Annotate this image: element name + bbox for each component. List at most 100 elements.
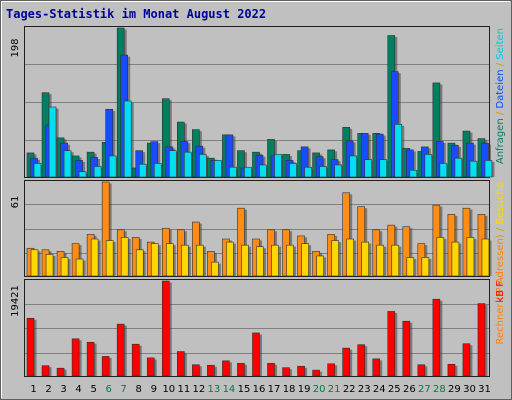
- day-axis: 1 2 3 4 5 6 7 8 9 10 11 12 13 14 15 16 17 18 19 20 21 22 23 24 2…: [30, 384, 491, 395]
- day-label-26: 26: [403, 384, 416, 395]
- bar-seiten-day-3: [63, 150, 72, 178]
- day-label-23: 23: [358, 384, 371, 395]
- bar-besuche-day-8: [135, 249, 144, 277]
- day-label-14: 14: [223, 384, 236, 395]
- bar-rechner-ip-adressen--day-23: [357, 206, 366, 277]
- bar-kb-f-day-8: [131, 343, 140, 377]
- y-max-label: 61: [10, 196, 21, 209]
- bar-kb-f-day-31: [477, 303, 486, 377]
- bar-seiten-day-31: [484, 160, 493, 178]
- bar-besuche-day-21: [331, 240, 339, 277]
- bar-kb-f-day-22: [342, 347, 350, 377]
- bar-kb-f-day-14: [222, 360, 230, 377]
- bar-kb-f-day-9: [146, 357, 155, 377]
- bar-seiten-day-18: [289, 163, 297, 178]
- bar-seiten-day-25: [394, 124, 403, 178]
- bar-seiten-day-30: [469, 160, 478, 178]
- bar-kb-f-day-3: [56, 367, 65, 377]
- chart-panels: 198 Anfragen / Dateien / Seiten 61 Rechner …: [10, 26, 506, 377]
- bar-besuche-day-9: [150, 243, 159, 277]
- bar-seiten-day-9: [153, 163, 162, 178]
- bar-besuche-day-15: [241, 244, 249, 277]
- bar-besuche-day-13: [211, 261, 219, 277]
- bar-besuche-day-27: [421, 257, 430, 277]
- legend-part: /: [495, 225, 506, 235]
- bar-kb-f-day-27: [417, 364, 426, 377]
- day-label-3: 3: [60, 384, 66, 395]
- bar-besuche-day-16: [256, 246, 264, 277]
- bar-seiten-day-14: [229, 166, 237, 178]
- bar-kb-f-day-26: [402, 320, 411, 377]
- day-label-6: 6: [105, 384, 111, 395]
- day-label-22: 22: [343, 384, 356, 395]
- bar-seiten-day-8: [138, 163, 147, 178]
- bar-seiten-day-12: [199, 154, 207, 178]
- bar-besuche-day-11: [181, 244, 189, 277]
- bar-besuche-day-5: [90, 238, 99, 277]
- bar-rechner-ip-adressen--day-26: [402, 226, 411, 277]
- panel-1: 198 Anfragen / Dateien / Seiten: [10, 26, 506, 178]
- day-label-13: 13: [208, 384, 221, 395]
- bar-kb-f-day-21: [327, 363, 335, 377]
- bar-kb-f-day-25: [387, 311, 396, 377]
- bar-kb-f-day-2: [41, 365, 50, 377]
- bar-seiten-day-11: [184, 151, 192, 178]
- bar-seiten-day-13: [214, 160, 222, 178]
- legend-part: Rechner (IP-Adressen): [495, 234, 506, 344]
- bar-kb-f-day-4: [71, 338, 80, 377]
- day-label-27: 27: [418, 384, 431, 395]
- bar-kb-f-day-15: [237, 362, 245, 377]
- bar-besuche-day-20: [316, 255, 324, 277]
- bar-besuche-day-30: [466, 237, 475, 277]
- day-label-11: 11: [177, 384, 190, 395]
- bar-seiten-day-19: [304, 166, 312, 178]
- bar-seiten-day-10: [168, 150, 177, 178]
- bar-kb-f-day-7: [116, 323, 125, 377]
- legend-part: Seiten: [495, 28, 506, 60]
- bar-kb-f-day-1: [26, 317, 35, 377]
- bar-kb-f-day-30: [462, 343, 471, 377]
- bar-seiten-day-20: [319, 166, 327, 178]
- bar-seiten-day-7: [123, 100, 132, 178]
- bar-kb-f-day-18: [282, 367, 290, 377]
- bar-kb-f-day-13: [207, 364, 215, 377]
- day-label-19: 19: [298, 384, 311, 395]
- bar-besuche-day-4: [75, 258, 84, 277]
- bar-besuche-day-18: [286, 244, 294, 277]
- bar-besuche-day-23: [361, 241, 370, 277]
- legend-part: kB F: [495, 281, 506, 303]
- bar-besuche-day-7: [120, 237, 129, 277]
- day-label-24: 24: [373, 384, 386, 395]
- day-label-25: 25: [388, 384, 401, 395]
- bar-seiten-day-2: [48, 106, 57, 178]
- day-label-21: 21: [328, 384, 341, 395]
- bar-seiten-day-26: [409, 169, 418, 178]
- bar-kb-f-day-20: [312, 369, 320, 377]
- day-label-10: 10: [162, 384, 175, 395]
- bar-besuche-day-3: [60, 257, 69, 277]
- bar-besuche-day-26: [406, 257, 415, 277]
- series-legend: Anfragen / Dateien / Seiten: [495, 28, 506, 164]
- legend-part: /: [495, 60, 506, 70]
- series-legend: Rechner (IP-Adressen) / Besuche: [495, 182, 506, 344]
- day-label-4: 4: [75, 384, 81, 395]
- legend-part: Dateien: [495, 69, 506, 108]
- panel-2: 61 Rechner (IP-Adressen) / Besuche: [10, 180, 506, 344]
- series-legend: kB F: [495, 281, 506, 303]
- legend-part: /: [495, 109, 506, 119]
- bar-seiten-day-27: [424, 154, 433, 178]
- bar-besuche-day-24: [376, 244, 385, 277]
- legend-part: Anfragen: [495, 118, 506, 164]
- day-label-17: 17: [268, 384, 281, 395]
- bar-besuche-day-29: [451, 241, 460, 277]
- day-label-30: 30: [463, 384, 476, 395]
- day-label-5: 5: [90, 384, 96, 395]
- bar-kb-f-day-29: [447, 363, 456, 377]
- bar-kb-f-day-5: [86, 341, 95, 377]
- bar-besuche-day-6: [105, 240, 114, 277]
- day-label-7: 7: [121, 384, 127, 395]
- bar-seiten-day-5: [93, 166, 102, 178]
- bar-besuche-day-28: [436, 237, 445, 277]
- bar-rechner-ip-adressen--day-22: [342, 192, 350, 277]
- bar-besuche-day-17: [271, 244, 279, 277]
